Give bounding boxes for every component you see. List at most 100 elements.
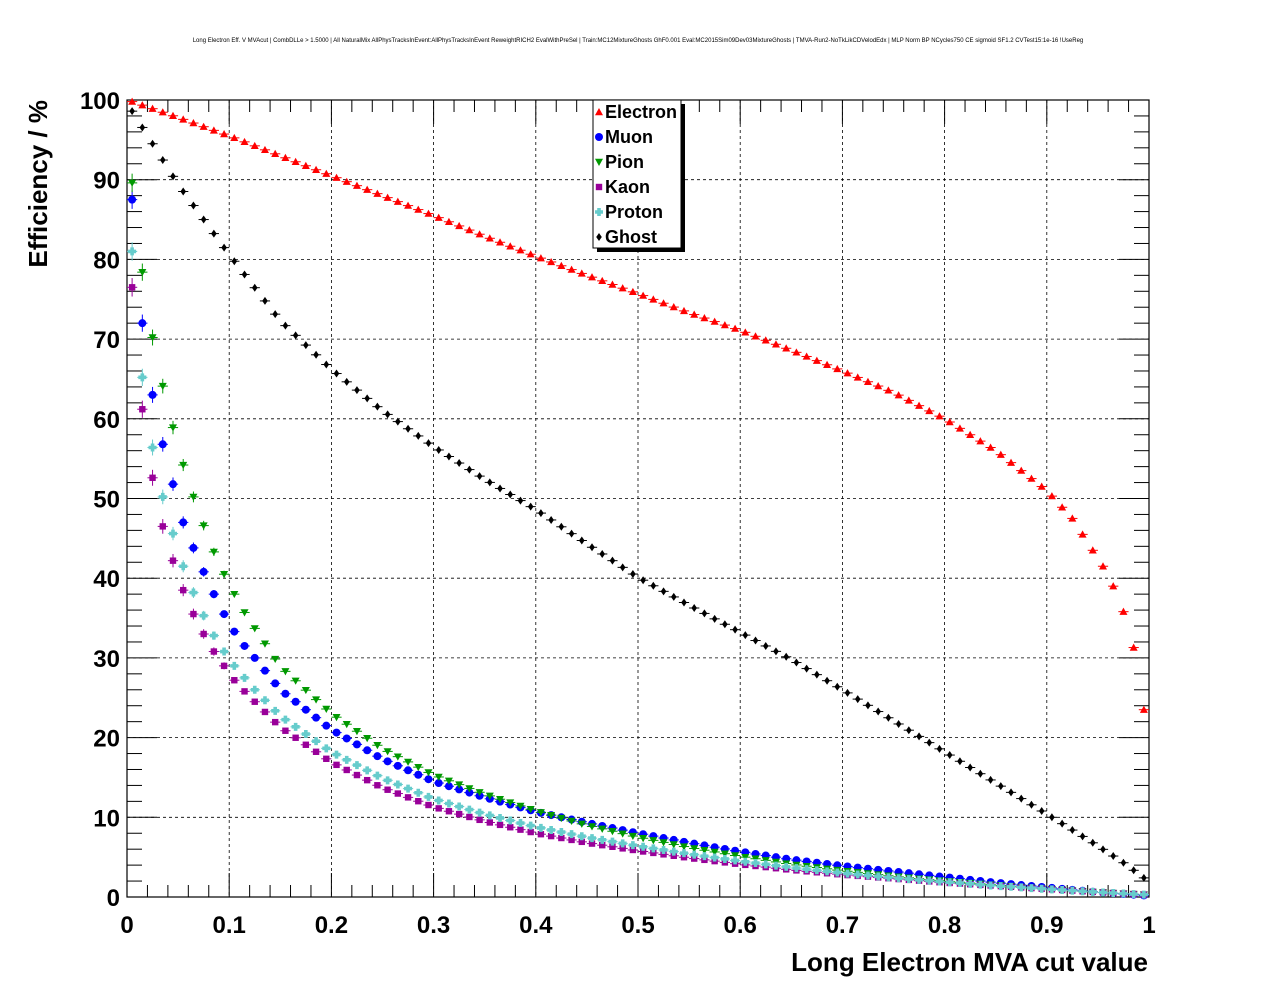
proton-marker bbox=[271, 706, 280, 715]
electron-marker bbox=[894, 391, 903, 399]
data-point bbox=[423, 801, 434, 809]
electron-marker bbox=[976, 437, 985, 445]
data-point bbox=[413, 763, 424, 772]
pion-marker bbox=[404, 758, 413, 766]
ghost-marker bbox=[967, 763, 973, 772]
data-point bbox=[719, 854, 730, 863]
electron-marker bbox=[833, 364, 842, 373]
data-point bbox=[249, 625, 260, 633]
electron-marker bbox=[1068, 514, 1077, 522]
data-point bbox=[556, 522, 567, 531]
data-point bbox=[597, 835, 608, 844]
electron-marker bbox=[955, 424, 964, 432]
electron-marker bbox=[138, 101, 147, 109]
data-point bbox=[392, 780, 403, 789]
kaon-marker bbox=[629, 846, 637, 854]
data-point bbox=[413, 798, 424, 805]
pion-marker bbox=[373, 742, 382, 750]
kaon-marker bbox=[394, 790, 402, 797]
data-point bbox=[402, 424, 414, 433]
pion-marker bbox=[557, 814, 566, 823]
muon-marker bbox=[352, 740, 361, 749]
data-point bbox=[474, 816, 485, 824]
data-point bbox=[382, 776, 393, 785]
data-point bbox=[331, 728, 342, 737]
data-point bbox=[1057, 819, 1068, 828]
data-point bbox=[382, 193, 393, 201]
kaon-marker bbox=[639, 848, 647, 855]
data-point bbox=[913, 875, 925, 884]
kaon-marker bbox=[149, 474, 156, 481]
data-point bbox=[1026, 884, 1037, 893]
data-point bbox=[862, 377, 874, 385]
proton-marker bbox=[363, 766, 372, 775]
kaon-marker bbox=[292, 734, 299, 741]
kaon-marker bbox=[568, 836, 575, 844]
data-point bbox=[218, 610, 230, 619]
data-point bbox=[362, 766, 373, 775]
ghost-marker bbox=[773, 647, 779, 656]
electron-marker bbox=[536, 254, 545, 262]
muon-marker bbox=[230, 627, 239, 636]
y-tick-labels: 0 10 20 30 40 50 60 70 80 90 100 bbox=[80, 88, 120, 912]
data-point bbox=[351, 181, 363, 189]
ghost-marker bbox=[527, 502, 534, 511]
data-point bbox=[1016, 883, 1027, 892]
ghost-marker bbox=[1130, 866, 1137, 875]
data-point bbox=[157, 108, 168, 116]
proton-marker bbox=[853, 870, 862, 879]
ghost-marker bbox=[732, 625, 738, 634]
data-point bbox=[464, 785, 475, 793]
ghost-marker bbox=[916, 732, 922, 741]
pion-marker bbox=[659, 839, 668, 847]
kaon-marker bbox=[455, 810, 463, 818]
data-point bbox=[1108, 889, 1119, 898]
data-point bbox=[709, 853, 720, 862]
muon-marker bbox=[240, 641, 249, 650]
kaon-marker bbox=[353, 771, 361, 779]
data-point bbox=[331, 173, 342, 181]
proton-marker bbox=[536, 823, 545, 832]
data-point bbox=[760, 336, 771, 344]
data-point bbox=[770, 647, 782, 656]
data-point bbox=[607, 843, 618, 850]
data-point bbox=[188, 491, 199, 503]
ghost-marker bbox=[456, 459, 462, 468]
electron-marker bbox=[823, 360, 832, 368]
x-tick-label: 0.2 bbox=[315, 912, 348, 939]
pion-marker bbox=[128, 179, 137, 187]
ghost-marker bbox=[1120, 858, 1127, 867]
data-point bbox=[1087, 838, 1098, 847]
data-point bbox=[1067, 514, 1078, 522]
data-point bbox=[934, 412, 945, 420]
data-point bbox=[873, 872, 884, 881]
data-point bbox=[1128, 890, 1139, 899]
data-point bbox=[259, 666, 271, 675]
proton-marker bbox=[1017, 883, 1026, 892]
legend-label: Muon bbox=[605, 127, 653, 147]
data-point bbox=[310, 737, 322, 746]
electron-marker bbox=[444, 217, 453, 225]
data-point bbox=[372, 402, 383, 411]
x-tick-label: 0.9 bbox=[1030, 912, 1063, 939]
muon-marker bbox=[434, 779, 443, 788]
proton-marker bbox=[731, 856, 740, 865]
data-point bbox=[801, 664, 812, 673]
muon-marker bbox=[250, 653, 259, 662]
electron-marker bbox=[342, 177, 351, 185]
proton-marker bbox=[240, 673, 249, 682]
proton-marker bbox=[332, 750, 341, 759]
data-point bbox=[372, 782, 383, 789]
proton-marker bbox=[506, 816, 515, 825]
data-point bbox=[648, 837, 659, 845]
data-point bbox=[668, 592, 679, 601]
ghost-marker bbox=[282, 321, 289, 330]
kaon-marker bbox=[220, 662, 228, 670]
pion-marker bbox=[424, 769, 433, 777]
data-point bbox=[127, 242, 138, 261]
data-point bbox=[576, 820, 587, 828]
proton-marker bbox=[588, 834, 597, 843]
data-point bbox=[484, 819, 495, 826]
ghost-marker bbox=[415, 431, 422, 440]
data-point bbox=[546, 825, 557, 834]
